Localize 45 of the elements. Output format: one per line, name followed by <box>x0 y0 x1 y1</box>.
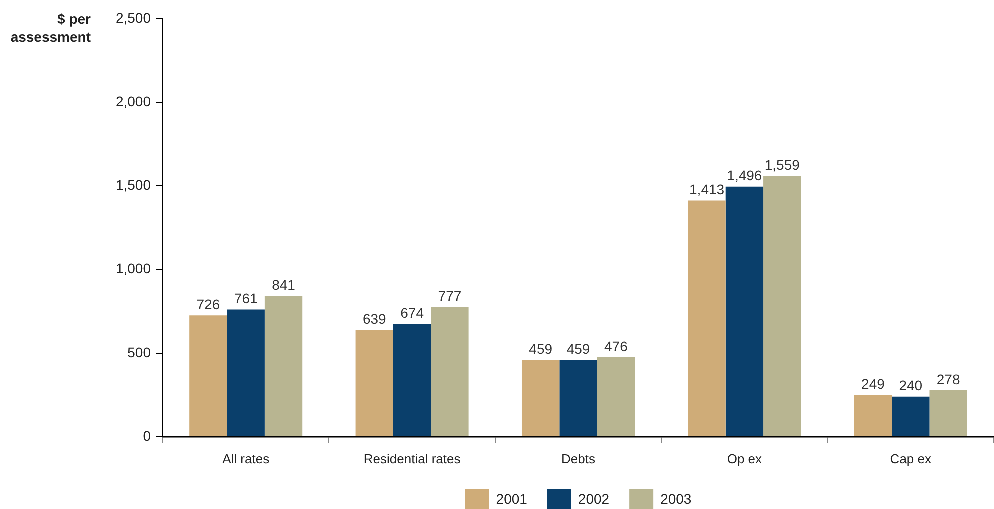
bar <box>726 186 764 436</box>
bar <box>764 176 802 436</box>
bar <box>431 307 469 436</box>
y-tick-label: 2,500 <box>116 10 152 26</box>
bar <box>688 200 726 436</box>
data-label: 249 <box>862 376 886 392</box>
bar <box>854 395 892 436</box>
y-tick-label: 500 <box>128 344 152 360</box>
bar <box>227 310 265 436</box>
bar <box>356 330 394 436</box>
x-tick-label: Op ex <box>727 451 763 466</box>
y-tick-label: 2,000 <box>116 93 152 110</box>
data-label: 761 <box>234 290 258 307</box>
y-tick-label: 1,500 <box>116 177 152 194</box>
bar <box>264 296 303 436</box>
x-tick-label: Cap ex <box>890 451 932 466</box>
data-label: 476 <box>604 338 628 354</box>
legend-label: 2001 <box>496 490 528 507</box>
bar <box>930 390 968 436</box>
data-label: 777 <box>438 288 462 304</box>
bar <box>597 357 636 436</box>
bar <box>190 316 228 436</box>
data-label: 1,496 <box>727 168 762 184</box>
bar <box>393 324 432 436</box>
x-tick-label: All rates <box>222 451 270 466</box>
bar <box>560 360 598 436</box>
x-tick-label: Debts <box>562 451 596 466</box>
data-label: 278 <box>936 371 960 388</box>
data-label: 1,559 <box>764 157 800 174</box>
bar <box>892 396 930 436</box>
data-label: 240 <box>899 378 923 394</box>
data-label: 674 <box>400 305 424 322</box>
legend-label: 2003 <box>660 490 692 507</box>
data-label: 841 <box>272 277 296 294</box>
data-label: 459 <box>566 341 590 358</box>
bar <box>522 360 560 436</box>
data-label: 459 <box>529 341 553 358</box>
legend-label: 2002 <box>578 490 610 507</box>
data-label: 639 <box>362 311 387 328</box>
y-axis-title: $ per assessment <box>10 10 91 46</box>
x-tick-label: Residential rates <box>364 451 462 466</box>
data-label: 726 <box>196 296 220 312</box>
data-label: 1,413 <box>690 182 725 198</box>
y-tick-label: 0 <box>143 428 152 444</box>
y-tick-label: 1,000 <box>116 260 152 277</box>
